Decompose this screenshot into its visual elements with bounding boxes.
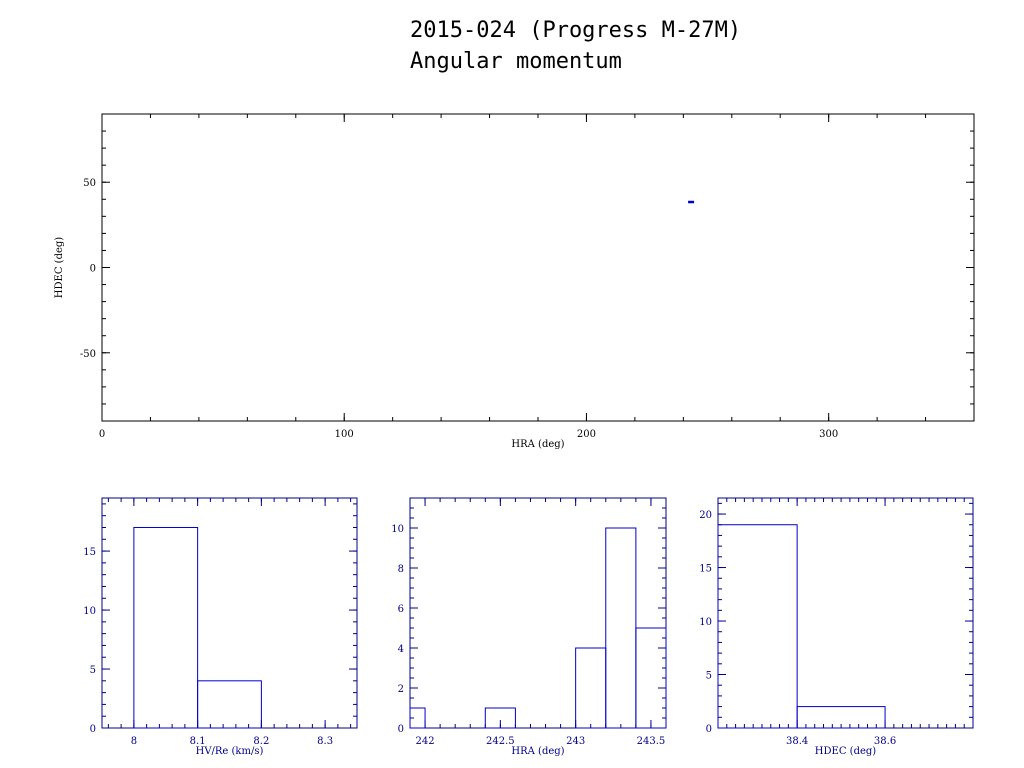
y-tick-label: 0 — [90, 264, 96, 275]
x-tick-label: 242 — [416, 736, 435, 747]
histogram-bar — [796, 706, 886, 729]
x-tick-label: 8.3 — [317, 736, 333, 747]
y-tick-label: 4 — [398, 644, 404, 655]
y-tick-label: 0 — [90, 724, 96, 735]
y-tick-label: 0 — [706, 724, 712, 735]
histogram-bar — [133, 526, 199, 729]
x-tick-label: 200 — [577, 429, 596, 440]
y-tick-label: 0 — [398, 724, 404, 735]
plot-frame — [717, 497, 974, 729]
y-tick-label: 2 — [398, 684, 404, 695]
axis-ticks — [102, 498, 357, 729]
x-tick-label: 38.4 — [786, 736, 808, 747]
x-axis-label: HRA (deg) — [511, 746, 564, 757]
y-tick-label: 10 — [83, 606, 96, 617]
y-tick-label: 10 — [699, 617, 712, 628]
plot-frame — [101, 497, 358, 729]
axis-ticks — [717, 498, 974, 729]
x-axis-label: HRA (deg) — [511, 439, 564, 450]
x-tick-label: 243.5 — [637, 736, 666, 747]
x-tick-label: 243 — [566, 736, 585, 747]
y-tick-label: 15 — [699, 564, 712, 575]
x-tick-label: 8.2 — [253, 736, 269, 747]
y-axis-label: HDEC (deg) — [54, 237, 65, 298]
plot-frame — [101, 113, 975, 422]
histogram-bar — [575, 647, 607, 729]
x-tick-label: 300 — [819, 429, 838, 440]
y-tick-label: 6 — [398, 604, 404, 615]
histogram-bar — [484, 707, 516, 729]
x-tick-label: 8 — [131, 736, 137, 747]
histogram-bar — [197, 680, 262, 729]
axis-ticks — [409, 497, 667, 729]
y-tick-label: 5 — [706, 671, 712, 682]
x-tick-label: 38.6 — [874, 736, 896, 747]
title-line-2: Angular momentum — [410, 49, 622, 74]
plot-frame — [409, 497, 667, 729]
x-tick-label: 100 — [335, 429, 354, 440]
y-tick-label: 5 — [90, 665, 96, 676]
y-tick-label: 8 — [398, 564, 404, 575]
y-tick-label: 50 — [83, 178, 96, 189]
axis-ticks — [101, 113, 975, 422]
y-tick-label: 10 — [391, 524, 404, 535]
x-tick-label: 8.1 — [190, 736, 206, 747]
histogram-bar — [605, 527, 637, 729]
hist-hra: 242 242.5 243 243.5 0 2 4 6 8 10 HRA (deg) — [391, 497, 667, 757]
x-axis-label: HV/Re (km/s) — [196, 746, 264, 757]
histogram-bar — [717, 524, 798, 729]
hist-hdec: 38.4 38.6 0 5 10 15 20 HDEC (deg) — [699, 497, 974, 757]
y-tick-label: 15 — [83, 547, 96, 558]
x-tick-label: 0 — [99, 429, 105, 440]
main-plot: 0 100 200 300 -50 0 50 HRA (deg) HDEC (deg) — [54, 113, 975, 450]
x-axis-label: HDEC (deg) — [815, 746, 876, 757]
y-tick-label: 20 — [699, 510, 712, 521]
histogram-bar — [635, 627, 667, 729]
histogram-bar — [409, 707, 426, 729]
y-tick-label: -50 — [80, 349, 96, 360]
title-line-1: 2015-024 (Progress M-27M) — [410, 18, 741, 43]
hist-hv: 8 8.1 8.2 8.3 0 5 10 15 HV/Re (km/s) — [83, 497, 358, 757]
x-tick-label: 242.5 — [486, 736, 515, 747]
